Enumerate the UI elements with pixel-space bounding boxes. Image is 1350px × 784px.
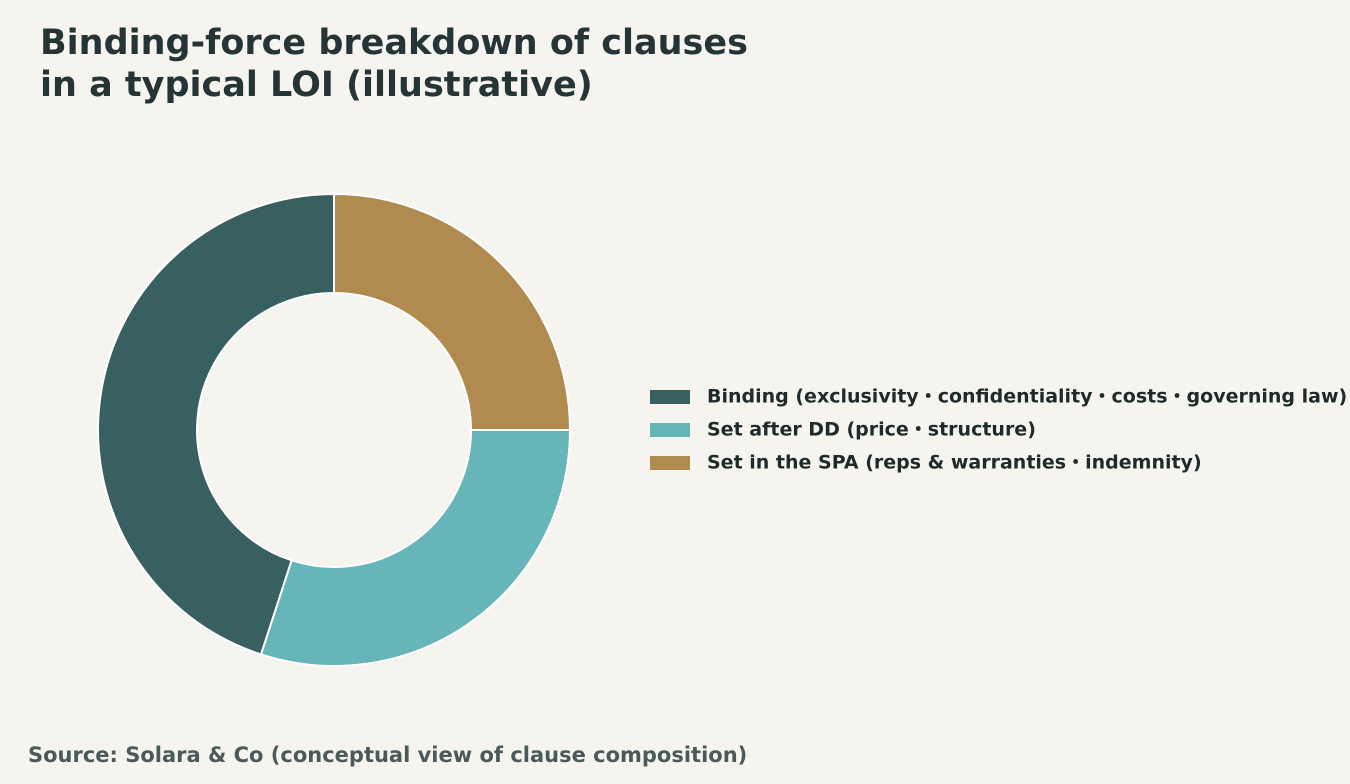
chart-title-line: Binding-force breakdown of clauses [40, 23, 748, 63]
legend-label: Set in the SPA (reps & warranties・indemn… [707, 452, 1202, 474]
legend-swatch [650, 390, 690, 404]
chart-title-line: in a typical LOI (illustrative) [40, 65, 593, 105]
legend-label: Set after DD (price・structure) [707, 419, 1036, 441]
donut-slice [97, 192, 335, 656]
legend-label: Binding (exclusivity・confidentiality・cos… [707, 386, 1347, 408]
legend-swatch [650, 423, 690, 437]
donut-slice [333, 192, 572, 431]
source-note: Source: Solara & Co (conceptual view of … [28, 743, 747, 767]
legend-swatch [650, 456, 690, 470]
donut-slice [259, 429, 572, 667]
